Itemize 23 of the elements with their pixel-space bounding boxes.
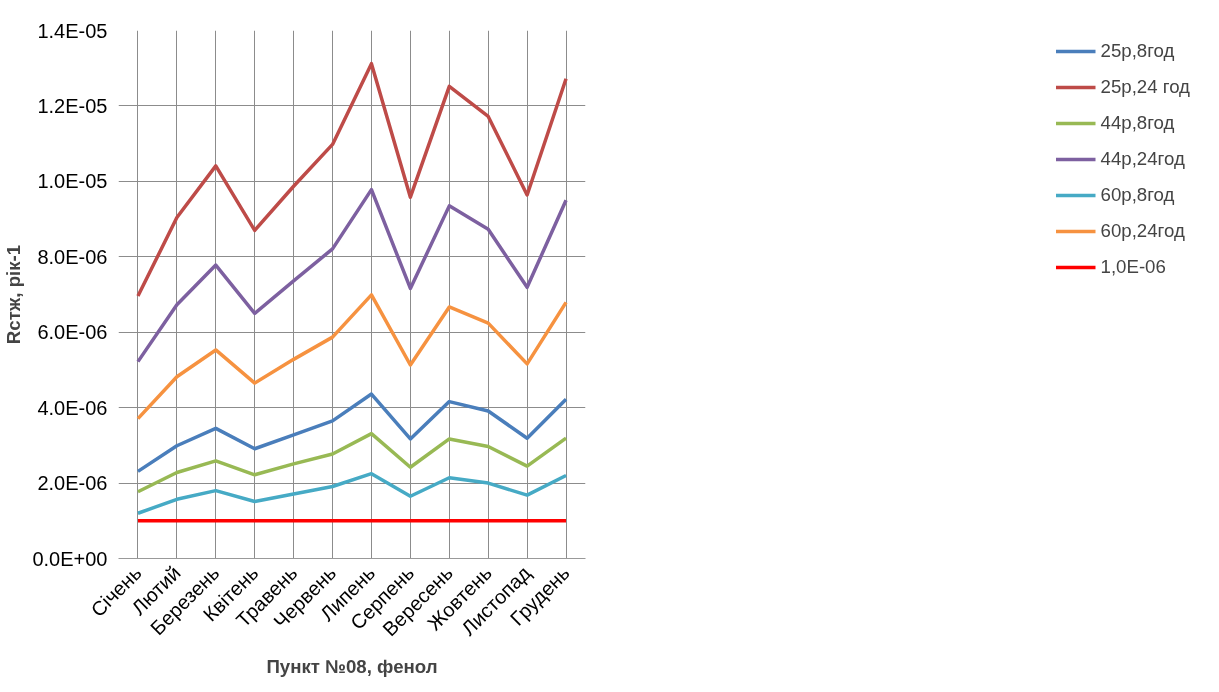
line-series (136, 187, 568, 364)
legend-label: 25р,8год (1100, 40, 1175, 62)
y-axis-title: Rстж, рік-1 (3, 244, 25, 345)
y-tick-label: 1.0E-05 (37, 170, 108, 193)
y-tick-label: 8.0E-06 (37, 245, 108, 268)
line-series (136, 431, 568, 494)
legend-label: 60р,24год (1100, 220, 1185, 242)
legend-label: 25р,24 год (1100, 76, 1190, 98)
legend-label: 44р,8год (1100, 112, 1175, 134)
line-series (136, 471, 568, 515)
y-tick-label: 2.0E-06 (37, 472, 108, 495)
line-series (136, 392, 568, 474)
y-tick-label: 0.0E+00 (32, 547, 108, 570)
line-series (136, 293, 568, 421)
x-axis-title: Пункт №08, фенол (266, 656, 438, 678)
legend-label: 60р,8год (1100, 184, 1175, 206)
y-tick-label: 4.0E-06 (37, 396, 108, 419)
y-tick-label: 1.2E-05 (37, 94, 108, 117)
legend-label: 44р,24год (1100, 148, 1185, 170)
legend-label: 1,0Е-06 (1100, 256, 1166, 278)
y-tick-label: 1.4E-05 (37, 19, 108, 42)
y-tick-label: 6.0E-06 (37, 321, 108, 344)
line-series (136, 61, 568, 298)
